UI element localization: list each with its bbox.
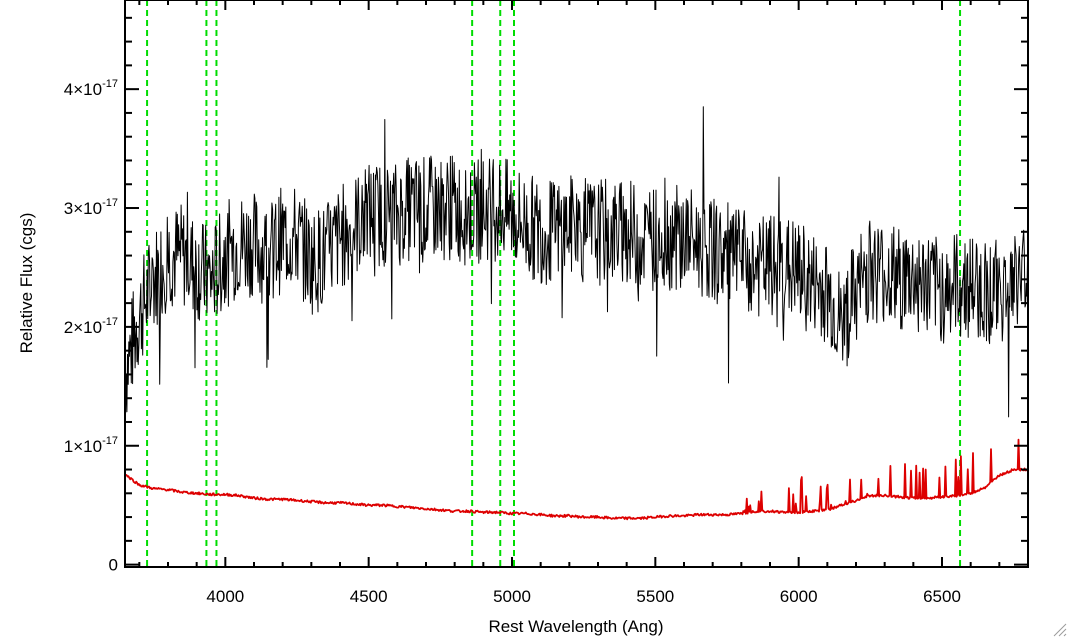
y-tick-label: 4×10-17: [64, 78, 118, 99]
series-layer: [124, 106, 1028, 521]
y-tick-label: 0: [109, 556, 118, 575]
observed-spectrum-line: [124, 106, 1028, 418]
x-tick-label: 6500: [923, 587, 961, 606]
plot-frame: [124, 0, 1029, 568]
y-tick-label: 3×10-17: [64, 197, 118, 218]
x-tick-label: 4000: [206, 587, 244, 606]
tick-label-layer: 4000 4500 5000 5500 6000 6500 0 1×10-17 2×10-17 3…: [64, 78, 961, 606]
y-axis-title: Relative Flux (cgs): [17, 213, 36, 354]
resize-grip-icon[interactable]: [1053, 623, 1067, 637]
x-axis-title: Rest Wavelength (Ang): [488, 617, 663, 636]
x-tick-label: 5000: [493, 587, 531, 606]
model-spectrum-line: [125, 438, 1028, 521]
x-tick-label: 4500: [350, 587, 388, 606]
y-tick-label: 2×10-17: [64, 316, 118, 337]
x-tick-label: 6000: [780, 587, 818, 606]
x-tick-label: 5500: [636, 587, 674, 606]
tick-layer: [125, 0, 1029, 567]
y-tick-label: 1×10-17: [64, 435, 118, 456]
